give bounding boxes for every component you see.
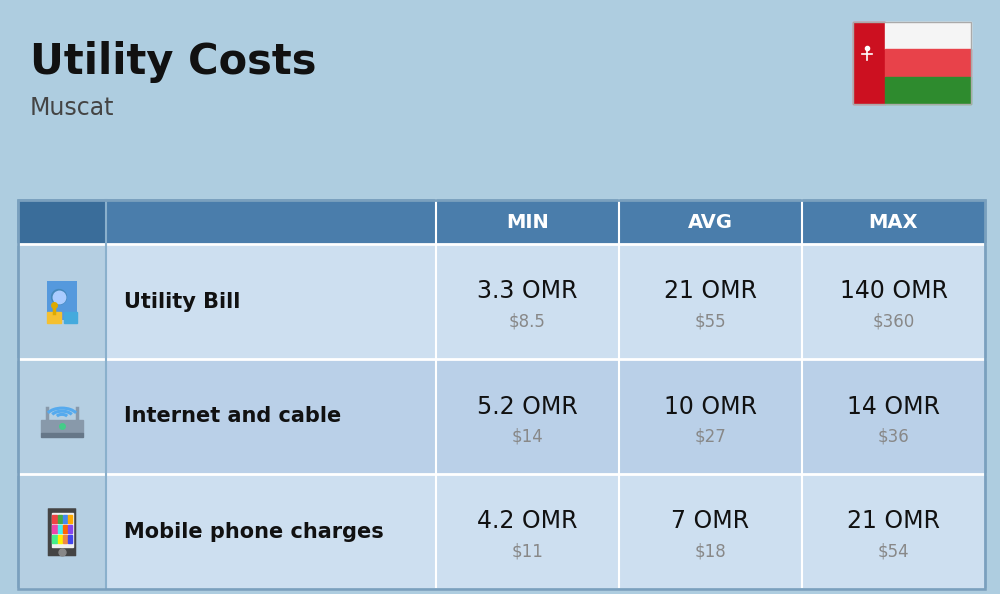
Bar (106, 359, 985, 474)
Bar (52, 525, 57, 533)
Text: Mobile phone charges: Mobile phone charges (124, 522, 384, 542)
Bar (41, 433, 83, 437)
Bar (63, 515, 67, 523)
Text: 140 OMR: 140 OMR (840, 280, 948, 304)
Bar (68, 535, 72, 543)
Bar (47, 312, 60, 323)
Text: 7 OMR: 7 OMR (671, 510, 750, 533)
Bar (58, 535, 62, 543)
Text: $54: $54 (878, 542, 909, 561)
Text: MAX: MAX (869, 213, 918, 232)
Text: 14 OMR: 14 OMR (847, 394, 940, 419)
Text: 3.3 OMR: 3.3 OMR (477, 280, 578, 304)
Bar (106, 474, 985, 589)
Bar (885, 77, 971, 104)
Bar (68, 525, 72, 533)
Text: Muscat: Muscat (30, 96, 114, 120)
Bar (63, 535, 67, 543)
Bar (106, 244, 985, 359)
Bar (41, 419, 83, 433)
Bar (885, 49, 971, 77)
Bar (63, 525, 67, 533)
Bar (52, 535, 57, 543)
Text: Internet and cable: Internet and cable (124, 406, 341, 426)
Text: MIN: MIN (506, 213, 549, 232)
Bar (52, 515, 57, 523)
Text: 4.2 OMR: 4.2 OMR (477, 510, 578, 533)
Text: Utility Costs: Utility Costs (30, 41, 316, 83)
Bar (52, 513, 72, 548)
Bar (853, 22, 971, 104)
Bar (47, 280, 77, 320)
Bar (106, 200, 436, 244)
FancyBboxPatch shape (48, 509, 76, 555)
Bar (58, 525, 62, 533)
Text: $36: $36 (878, 428, 909, 446)
Text: $18: $18 (695, 542, 726, 561)
Text: $360: $360 (872, 312, 915, 330)
Polygon shape (52, 289, 66, 305)
Bar (853, 22, 971, 104)
Bar (18, 359, 106, 474)
Bar (18, 474, 106, 589)
Bar (64, 312, 77, 323)
Bar (58, 515, 62, 523)
Text: Utility Bill: Utility Bill (124, 292, 240, 311)
Text: AVG: AVG (688, 213, 733, 232)
Text: 5.2 OMR: 5.2 OMR (477, 394, 578, 419)
Bar (18, 200, 985, 589)
Text: 21 OMR: 21 OMR (664, 280, 757, 304)
Text: $11: $11 (512, 542, 543, 561)
Text: $55: $55 (695, 312, 726, 330)
Bar (18, 200, 106, 244)
Bar (885, 22, 971, 49)
Bar (18, 244, 106, 359)
Bar (68, 515, 72, 523)
Bar (18, 200, 985, 244)
Text: $8.5: $8.5 (509, 312, 546, 330)
Text: 21 OMR: 21 OMR (847, 510, 940, 533)
Text: $14: $14 (512, 428, 543, 446)
Text: $27: $27 (695, 428, 726, 446)
Text: 10 OMR: 10 OMR (664, 394, 757, 419)
Bar (853, 22, 885, 104)
